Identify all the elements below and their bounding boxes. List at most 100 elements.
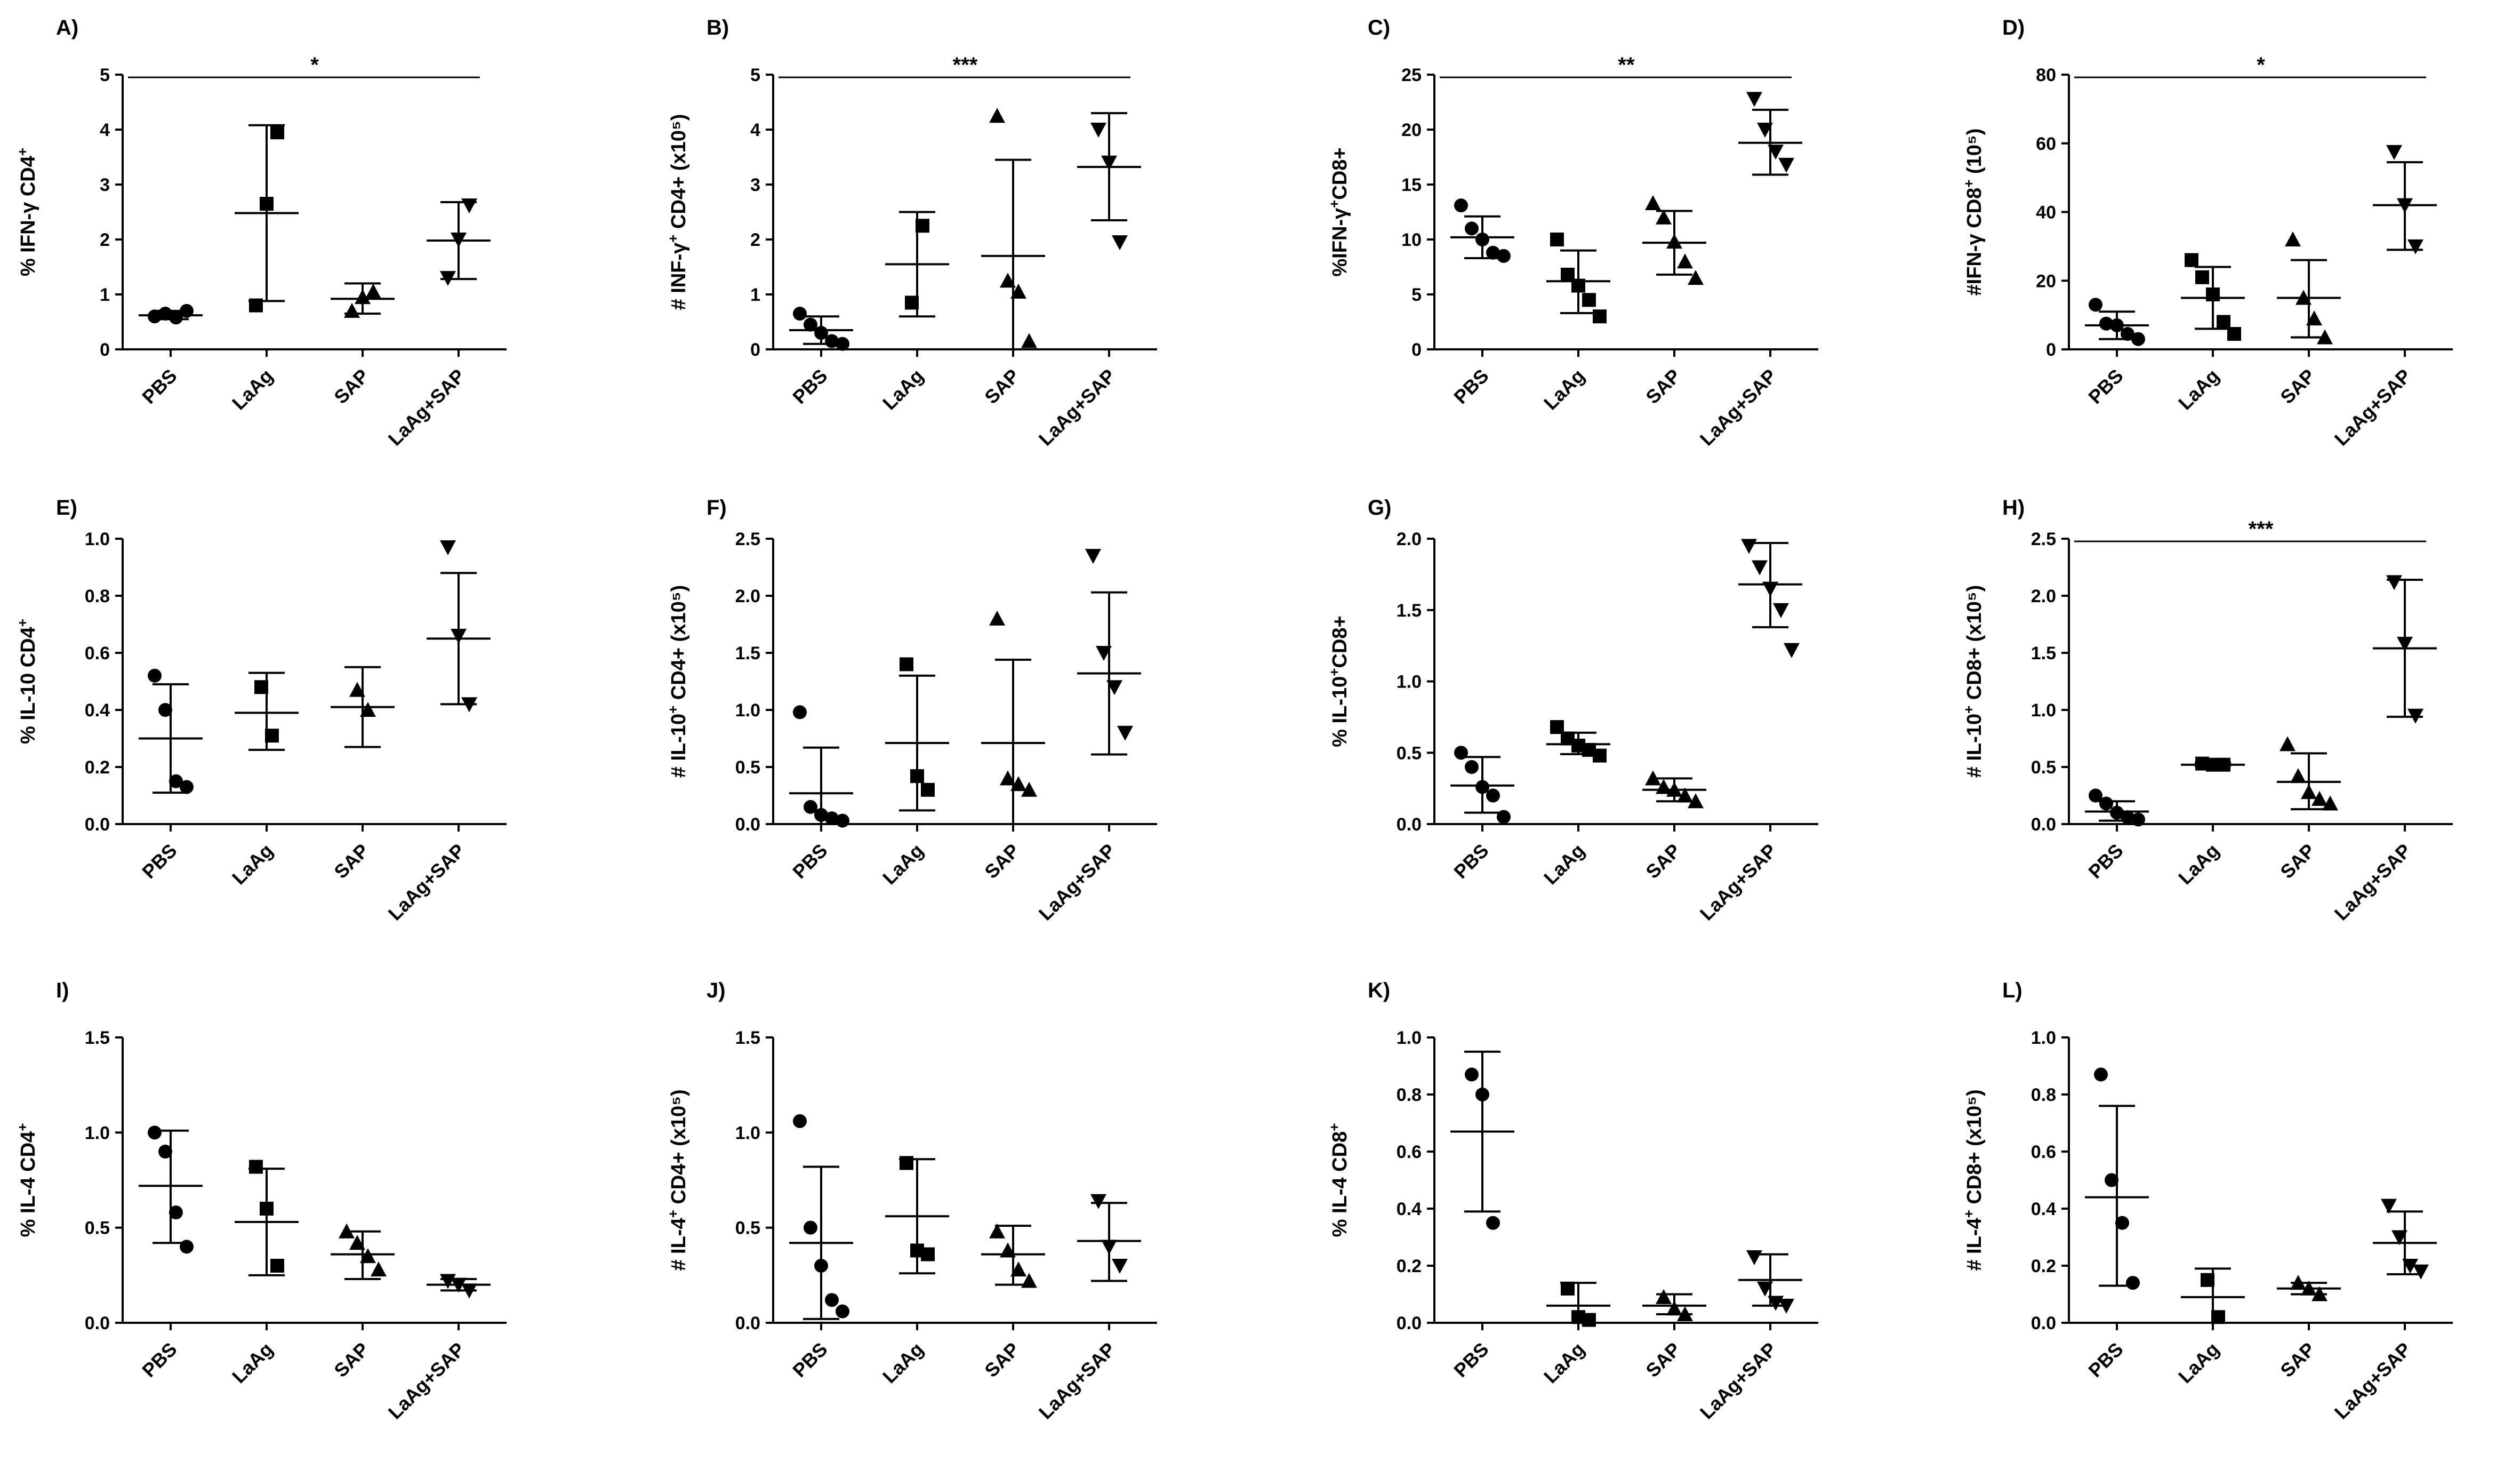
data-group-pbs [1450, 746, 1514, 824]
data-point [2217, 315, 2230, 329]
x-category-label: PBS [1449, 365, 1492, 408]
data-point [793, 307, 807, 321]
data-group-laag [2181, 1267, 2245, 1324]
x-category-label: PBS [788, 840, 831, 883]
data-point [2131, 332, 2145, 346]
data-point [1454, 198, 1468, 213]
data-point [249, 1160, 263, 1174]
data-group-sap [331, 282, 395, 318]
data-point [989, 610, 1005, 626]
y-tick-label: 0.5 [85, 1218, 110, 1239]
data-point [825, 1293, 839, 1307]
y-tick-label: 40 [2036, 203, 2056, 223]
panel-letter: I) [56, 979, 69, 1002]
data-point [2322, 795, 2338, 811]
data-point [2381, 1199, 2397, 1214]
data-point [2131, 812, 2145, 827]
y-tick-label: 1.0 [1397, 1028, 1422, 1048]
data-point [1666, 781, 1682, 797]
data-group-sap [1642, 770, 1706, 809]
data-point [900, 657, 913, 672]
data-point [910, 769, 924, 784]
data-group-laag [1546, 233, 1610, 324]
y-axis-title-main: %IFN-γ [1329, 208, 1351, 277]
data-group-laag-sap [1077, 549, 1141, 756]
data-point [1085, 549, 1101, 564]
x-category-label: LaAg [2174, 365, 2224, 414]
data-point [1486, 788, 1500, 803]
x-category-label: SAP [980, 365, 1023, 408]
y-axis-title: % IL-10+CD8+ [1326, 616, 1351, 747]
y-tick-label: 25 [1401, 65, 1422, 85]
x-category-label: LaAg [2174, 840, 2224, 889]
data-point [1117, 725, 1133, 741]
y-tick-label: 5 [750, 65, 760, 85]
data-point [2397, 636, 2413, 652]
data-point [180, 1240, 194, 1254]
data-point [158, 703, 172, 717]
data-point [2290, 1275, 2306, 1290]
panel-letter: E) [56, 496, 77, 520]
data-point [270, 1259, 284, 1273]
data-group-laag-sap [1077, 1194, 1141, 1282]
y-tick-label: 1.5 [85, 1028, 110, 1048]
data-point [1497, 249, 1511, 263]
data-point [265, 729, 279, 743]
data-point [2110, 318, 2124, 332]
data-point [1757, 1281, 1773, 1297]
data-point [836, 1304, 849, 1319]
data-group-laag [2181, 253, 2245, 341]
data-point [1486, 245, 1500, 260]
data-point [2227, 327, 2241, 341]
data-group-pbs [139, 303, 203, 325]
x-category-label: LaAg [228, 840, 277, 889]
y-axis-title-tail: CD8+ [1329, 147, 1351, 199]
data-point [1656, 779, 1672, 794]
data-point [1550, 233, 1564, 246]
data-group-laag [885, 657, 949, 812]
y-axis-title-sup: + [1326, 668, 1342, 676]
data-point [1677, 787, 1693, 803]
panel-letter: K) [1368, 979, 1390, 1002]
x-category-label: PBS [2084, 1338, 2127, 1381]
data-group-laag [1546, 720, 1610, 763]
y-axis-title-main: #IFN-γ CD8 [1963, 188, 1986, 296]
y-axis-title: % IL-4 CD8+ [1326, 1123, 1351, 1237]
chart-panel-e: E) 0.0 0.2 0.4 0.6 0.8 1.0 % IL-10 CD4+ PBS LaAg S… [14, 496, 507, 925]
y-tick-label: 1.0 [735, 700, 760, 721]
data-point [1497, 810, 1511, 824]
x-category-label: LaAg+SAP [384, 1338, 469, 1424]
data-point [916, 219, 929, 233]
data-point [905, 295, 919, 310]
y-tick-label: 3 [100, 175, 110, 195]
y-tick-label: 1.5 [1397, 601, 1422, 621]
y-tick-label: 0.5 [735, 1218, 760, 1239]
data-point [1593, 748, 1607, 763]
y-axis-title-sup: + [14, 619, 30, 627]
data-point [1656, 1289, 1672, 1304]
y-tick-label: 3 [750, 175, 760, 195]
data-group-pbs [1450, 1050, 1514, 1230]
data-point [1454, 746, 1468, 760]
y-axis-title-main: % IL-4 CD8 [1329, 1131, 1351, 1237]
y-tick-label: 0.0 [85, 1313, 110, 1333]
y-tick-label: 80 [2036, 65, 2056, 85]
y-axis-title-sup: + [665, 235, 681, 243]
x-category-label: LaAg [228, 365, 277, 414]
x-category-label: LaAg+SAP [2330, 1338, 2415, 1424]
x-category-label: LaAg [1539, 365, 1589, 414]
data-point [169, 1205, 183, 1220]
data-point [355, 289, 371, 305]
y-tick-label: 10 [1401, 230, 1422, 250]
x-category-label: SAP [330, 840, 373, 883]
x-category-label: PBS [138, 840, 181, 883]
data-point [1475, 780, 1489, 794]
data-point [349, 682, 365, 697]
y-axis-title-sup: + [14, 148, 30, 156]
y-tick-label: 1 [750, 285, 760, 305]
y-tick-label: 0 [100, 340, 110, 360]
chart-panel-a: A) 0 1 2 3 4 5 % IFN-γ CD4+ PBS LaAg SAP LaAg+SAP * [14, 16, 507, 450]
data-point [339, 1223, 355, 1239]
data-point [180, 303, 194, 318]
